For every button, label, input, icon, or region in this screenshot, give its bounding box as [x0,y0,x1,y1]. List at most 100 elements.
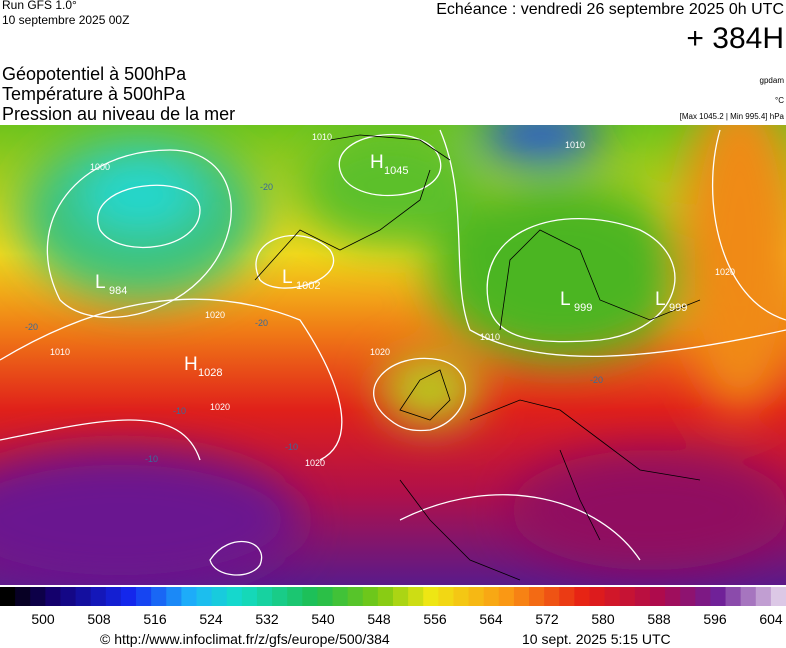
isobar-label: 1020 [305,458,325,468]
colorbar-swatch [377,587,394,606]
colorbar-swatch [196,587,213,606]
colorbar-swatch [0,587,16,606]
colorbar-tick-label: 516 [143,611,167,627]
temperature-label: -20 [260,182,273,192]
center-value: 999 [574,302,592,314]
colorbar-swatch [589,587,606,606]
colorbar-swatch [226,587,243,606]
colorbar-swatch [181,587,197,606]
center-value: 1045 [384,165,408,177]
colorbar-swatch [513,587,530,606]
center-value: 984 [109,285,127,297]
valid-time: Echéance : vendredi 26 septembre 2025 0h… [436,1,784,18]
isobar-label: 1020 [205,310,225,320]
colorbar-tick-label: 508 [87,611,111,627]
center-letter: H [184,354,198,375]
colorbar-swatch [544,587,560,606]
colorbar-swatch [90,587,107,606]
colorbar-swatch [408,587,424,606]
colorbar-swatch [362,587,379,606]
center-letter: L [282,267,293,288]
colorbar-swatch [498,587,515,606]
colorbar-swatch [695,587,711,606]
colorbar-swatch [347,587,364,606]
colorbar-tick-label: 540 [311,611,335,627]
temperature-label: -10 [145,454,158,464]
isobar-label: 1010 [312,132,332,142]
colorbar: 500 508 516 524 532 540 548 556 564 572 580 588 596 6… [0,587,786,627]
colorbar-swatch [634,587,651,606]
temperature-label: -10 [173,406,186,416]
colorbar-swatch [438,587,454,606]
colorbar-swatch [619,587,636,606]
colorbar-swatch [151,587,167,606]
colorbar-swatch [317,587,334,606]
colorbar-tick-label: 588 [647,611,671,627]
colorbar-swatch [105,587,122,606]
colorbar-swatch [120,587,137,606]
map [0,125,786,585]
colorbar-swatch [256,587,273,606]
colorbar-swatch [287,587,303,606]
colorbar-swatch [468,587,485,606]
colorbar-swatch [483,587,500,606]
colorbar-swatch [649,587,666,606]
colorbar-swatch [680,587,696,606]
unit: gpdam [760,76,785,85]
colorbar-swatch [574,587,590,606]
center-value: 1028 [198,367,222,379]
isobar-label: 1020 [210,402,230,412]
colorbar-swatch [45,587,61,606]
colorbar-swatch [393,587,409,606]
colorbar-swatch [332,587,349,606]
colorbar-swatch [15,587,31,606]
field-title: Géopotentiel à 500hPa [2,64,187,84]
run-date: 10 septembre 2025 00Z [2,13,129,27]
temperature-label: -10 [285,442,298,452]
coastlines [254,134,701,581]
colorbar-tick-label: 564 [479,611,503,627]
colorbar-swatch [559,587,575,606]
isobar-label: 1020 [715,267,735,277]
colorbar-swatch [529,587,545,606]
colorbar-tick-label: 500 [31,611,55,627]
colorbar-tick-label: 524 [199,611,223,627]
colorbar-tick-label: 596 [703,611,727,627]
colorbar-tick-label: 572 [535,611,559,627]
colorbar-tick-label: 548 [367,611,391,627]
center-letter: H [370,152,384,173]
colorbar-swatch [665,587,681,606]
center-letter: L [560,289,571,310]
field-title: Température à 500hPa [2,84,186,104]
center-value: 999 [669,302,687,314]
generated: 10 sept. 2025 5:15 UTC [522,631,671,647]
colorbar-swatch [75,587,92,606]
temperature-label: -20 [25,322,38,332]
temperature-label: -20 [590,375,603,385]
source: © http://www.infoclimat.fr/z/gfs/europe/… [100,631,390,647]
center-letter: L [95,272,106,293]
colorbar-swatch [136,587,152,606]
center-value: 1002 [296,280,320,292]
colorbar-tick-label: 556 [423,611,447,627]
colorbar-swatch [710,587,727,606]
colorbar-swatch [755,587,772,606]
center-letter: L [655,289,666,310]
colorbar-swatch [166,587,182,606]
colorbar-swatch [725,587,742,606]
colorbar-tick-label: 604 [759,611,783,627]
colorbar-tick-label: 580 [591,611,615,627]
colorbar-swatch [604,587,621,606]
colorbar-swatch [302,587,318,606]
isobar-label: 1010 [50,347,70,357]
colorbar-swatch [453,587,470,606]
run-label: Run GFS 1.0° [2,0,77,12]
colorbar-swatch [241,587,258,606]
colorbar-tick-label: 532 [255,611,279,627]
temperature-label: -20 [255,318,268,328]
isobar-label: 1010 [565,140,585,150]
colorbar-swatch [272,587,288,606]
colorbar-swatch [423,587,439,606]
lead-time: + 384H [686,22,784,55]
